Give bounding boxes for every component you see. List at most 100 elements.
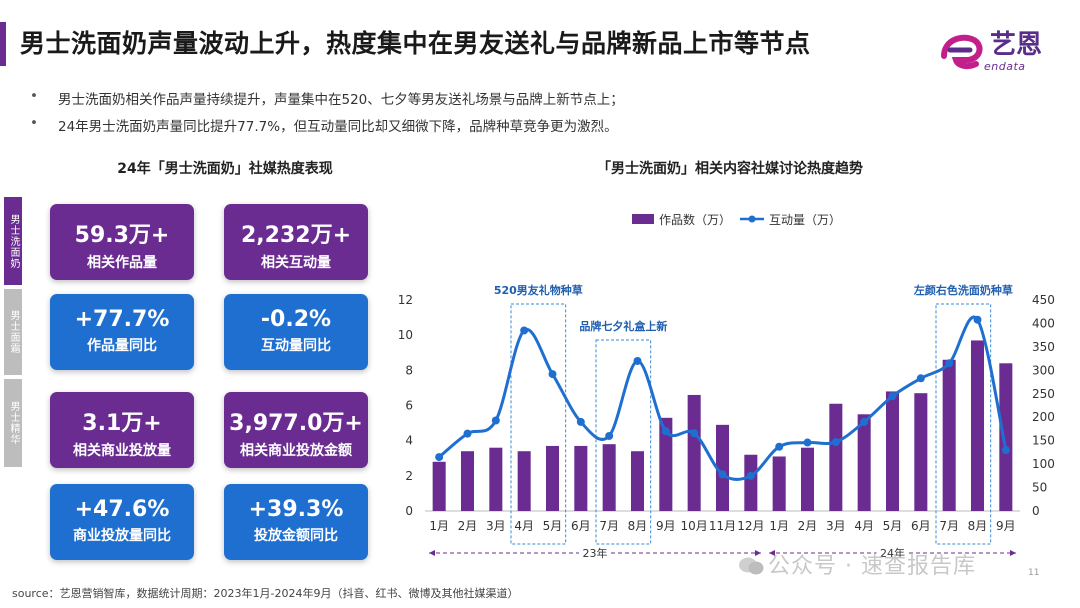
y-right-tick-label: 0 <box>1032 504 1040 518</box>
annotation-box <box>595 339 652 545</box>
line-point <box>746 471 755 480</box>
bar-works-count <box>715 424 730 511</box>
y-right-tick-label: 200 <box>1032 410 1055 424</box>
watermark-text: 公众号 · 速查报告库 <box>732 548 976 580</box>
annotation-label: 左颜右色洗面奶种草 <box>913 283 1013 297</box>
line-point <box>491 416 500 425</box>
kpi-label: 投放金额同比 <box>254 528 338 544</box>
bar-works-count <box>460 451 475 511</box>
y-left-tick-label: 10 <box>398 328 413 342</box>
side-tab-facial-cleanser[interactable]: 男士洗面奶 <box>4 197 22 285</box>
page-number: 11 <box>1028 568 1040 578</box>
x-tick-label: 11月 <box>709 519 736 533</box>
x-tick-label: 10月 <box>681 519 708 533</box>
bar-works-count <box>885 391 900 511</box>
kpi-label: 互动量同比 <box>261 338 331 354</box>
bar-works-count <box>942 359 956 511</box>
y-left-tick-label: 6 <box>405 399 413 413</box>
year-label-bg <box>579 545 611 561</box>
endata-logo <box>941 34 983 70</box>
kpi-card: 59.3万+ 相关作品量 <box>50 204 194 280</box>
year-arrow-left-icon <box>429 550 435 556</box>
y-left-tick-label: 0 <box>405 504 413 518</box>
bullet-dot-icon: • <box>30 88 38 104</box>
y-right-tick-label: 400 <box>1032 316 1055 330</box>
annotation-box <box>510 303 567 545</box>
bar-works-count <box>659 417 673 511</box>
kpi-card: +77.7% 作品量同比 <box>50 294 194 370</box>
side-tab-face-cream[interactable]: 男士面霜 <box>4 289 22 375</box>
wechat-icon <box>739 557 764 575</box>
x-tick-label: 1月 <box>769 519 789 533</box>
trend-chart: 作品数（万） 互动量（万） 0 2 4 6 8 10 12 0 50 100 150 200 250 300 3… <box>398 212 1055 561</box>
bullet-item: • 男士洗面奶相关作品声量持续提升，声量集中在520、七夕等男友送礼场景与品牌上… <box>30 88 930 115</box>
bullet-text: 24年男士洗面奶声量同比提升77.7%，但互动量同比却又细微下降，品牌种草竞争更… <box>58 119 618 135</box>
y-right-tick-label: 350 <box>1032 340 1055 354</box>
line-point <box>1001 446 1010 455</box>
year-arrow-right-icon <box>755 550 761 556</box>
kpi-label: 相关商业投放量 <box>73 443 171 459</box>
year-arrow-left-icon <box>769 550 775 556</box>
kpi-card: -0.2% 互动量同比 <box>224 294 368 370</box>
x-tick-label: 6月 <box>571 519 591 533</box>
x-tick-label: 3月 <box>826 519 846 533</box>
kpi-card: 3,977.0万+ 相关商业投放金额 <box>224 392 368 468</box>
line-point <box>520 326 529 335</box>
x-tick-label: 4月 <box>514 519 534 533</box>
bullet-text: 男士洗面奶相关作品声量持续提升，声量集中在520、七夕等男友送礼场景与品牌上新节… <box>58 92 624 108</box>
bar-works-count <box>574 445 588 511</box>
y-right-tick-label: 50 <box>1032 481 1047 495</box>
kpi-panel-title: 24年「男士洗面奶」社媒热度表现 <box>117 161 333 177</box>
line-point <box>548 370 557 379</box>
page-title: 男士洗面奶声量波动上升，热度集中在男友送礼与品牌新品上市等节点 <box>20 29 811 58</box>
bar-works-count <box>999 363 1013 511</box>
y-left-tick-label: 4 <box>405 434 413 448</box>
line-point <box>803 438 812 447</box>
annotation-label: 520男友礼物种草 <box>494 283 583 297</box>
bar-works-count <box>829 403 843 511</box>
line-point <box>860 417 869 426</box>
kpi-grid: 59.3万+ 相关作品量 2,232万+ 相关互动量 +77.7% 作品量同比 … <box>44 198 374 560</box>
bar-works-count <box>602 444 616 511</box>
y-left-tick-label: 12 <box>398 293 413 307</box>
x-tick-label: 8月 <box>628 519 648 533</box>
line-point <box>661 427 670 436</box>
chart-title: 「男士洗面奶」相关内容社媒讨论热度趋势 <box>597 161 863 177</box>
side-tab-essence[interactable]: 男士精华 <box>4 379 22 467</box>
line-point <box>690 429 699 438</box>
x-tick-label: 12月 <box>737 519 764 533</box>
kpi-value: 3,977.0万+ <box>229 411 363 436</box>
x-tick-label: 2月 <box>458 519 478 533</box>
bullet-item: • 24年男士洗面奶声量同比提升77.7%，但互动量同比却又细微下降，品牌种草竞… <box>30 115 930 142</box>
line-point <box>916 374 925 383</box>
bar-works-count <box>545 445 560 511</box>
legend-bar-swatch <box>632 214 654 224</box>
bar-works-count <box>489 447 503 511</box>
x-tick-label: 5月 <box>883 519 903 533</box>
kpi-card: 2,232万+ 相关互动量 <box>224 204 368 280</box>
bar-works-count <box>630 451 645 511</box>
legend-bar-label: 作品数（万） <box>659 212 731 227</box>
source-note: source：艺恩营销智库，数据统计周期：2023年1月-2024年9月（抖音、… <box>12 587 519 600</box>
kpi-value: +47.6% <box>74 497 170 522</box>
line-point <box>945 359 954 368</box>
bar-works-count <box>517 451 531 511</box>
line-point <box>718 470 727 479</box>
line-point <box>973 315 982 324</box>
year-group-label: 23年 <box>583 546 608 560</box>
year-group-label: 24年 <box>880 546 905 560</box>
x-tick-label: 2月 <box>798 519 818 533</box>
kpi-value: 3.1万+ <box>82 411 162 436</box>
legend-line-marker <box>748 215 756 223</box>
summary-bullets: • 男士洗面奶相关作品声量持续提升，声量集中在520、七夕等男友送礼场景与品牌上… <box>30 88 930 142</box>
y-left-tick-label: 2 <box>405 469 413 483</box>
kpi-label: 相关商业投放金额 <box>240 443 352 459</box>
bar-works-count <box>432 461 446 511</box>
y-left-tick-label: 8 <box>405 363 413 377</box>
bar-works-count <box>970 340 985 511</box>
kpi-value: +39.3% <box>248 497 344 522</box>
x-tick-label: 9月 <box>656 519 676 533</box>
y-right-tick-label: 250 <box>1032 387 1055 401</box>
kpi-label: 作品量同比 <box>87 338 157 354</box>
bar-works-count <box>857 414 871 511</box>
